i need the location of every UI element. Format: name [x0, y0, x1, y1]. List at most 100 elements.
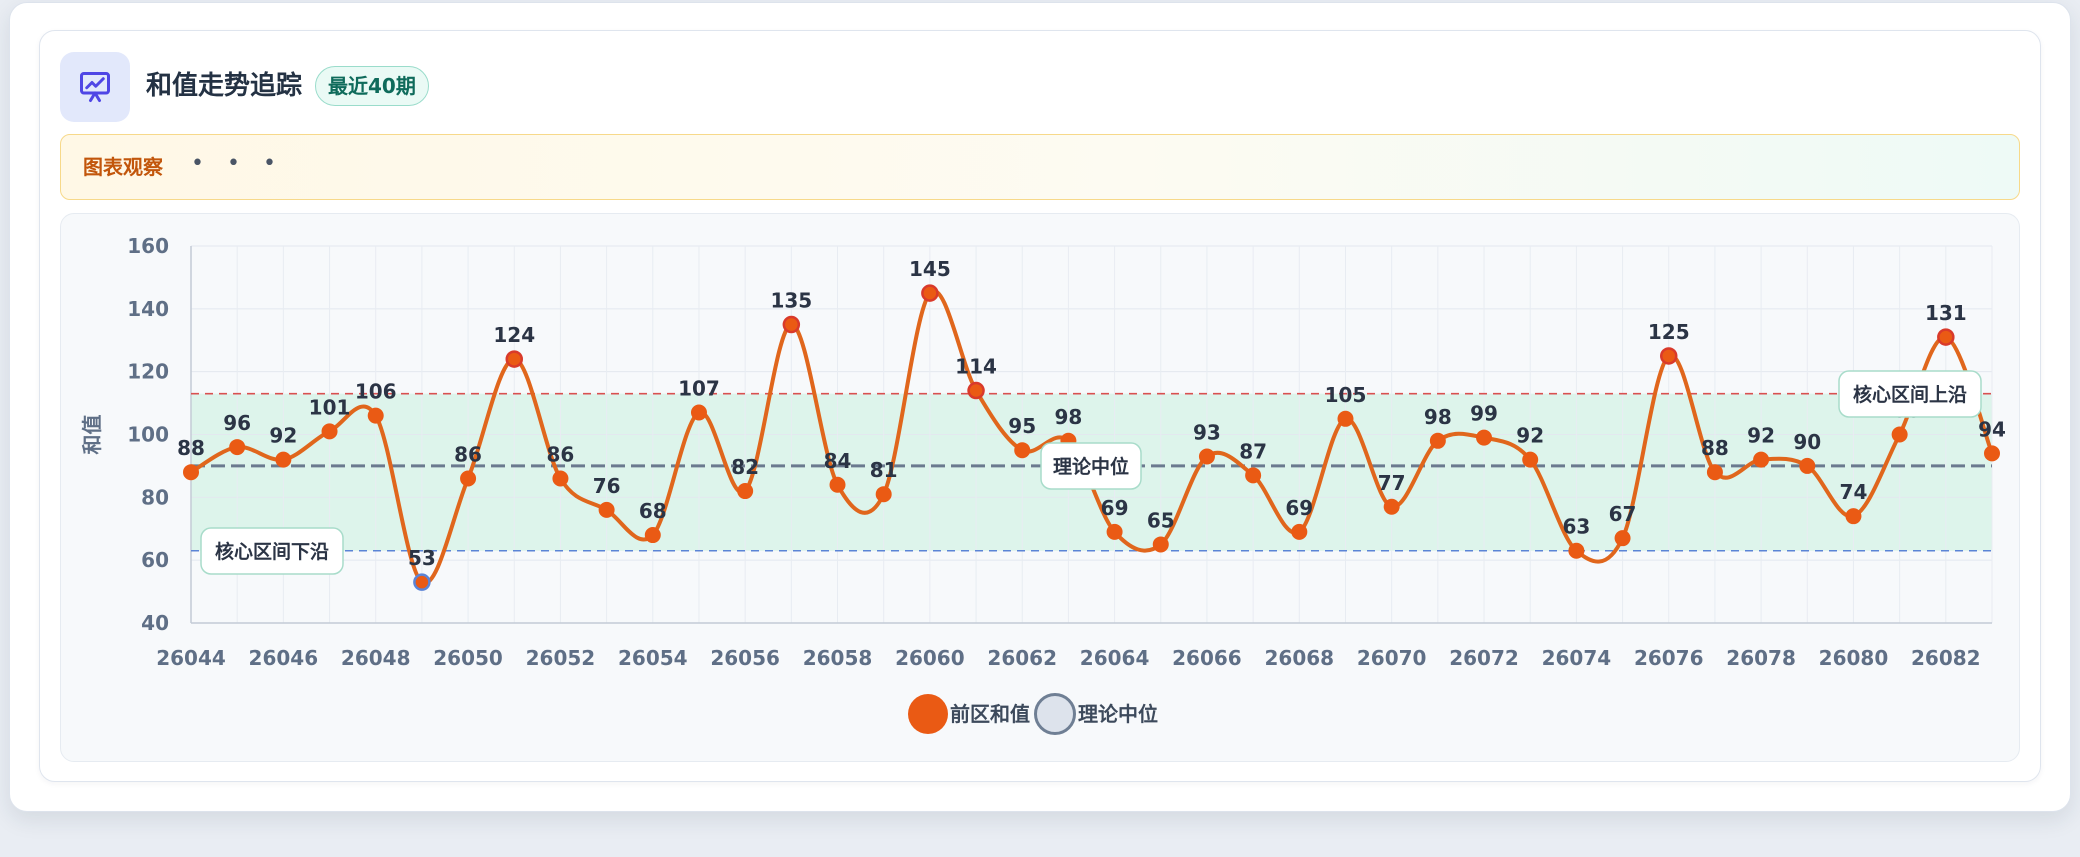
presentation-chart-icon — [60, 52, 130, 122]
x-tick-label: 26044 — [156, 646, 226, 670]
data-label: 92 — [269, 424, 297, 448]
data-label: 69 — [1285, 496, 1313, 520]
median-callout-box — [1040, 442, 1142, 490]
x-tick-label: 26056 — [710, 646, 780, 670]
data-point[interactable] — [1799, 457, 1816, 474]
data-point[interactable] — [1383, 498, 1400, 515]
data-label: 124 — [493, 323, 535, 347]
data-label: 106 — [355, 380, 397, 404]
data-point[interactable] — [1753, 451, 1770, 468]
data-point[interactable] — [875, 486, 892, 503]
data-point[interactable] — [505, 350, 524, 368]
data-label: 84 — [824, 449, 852, 473]
observation-more-button[interactable]: • • • — [191, 151, 284, 176]
data-point[interactable] — [321, 423, 338, 440]
data-label: 68 — [639, 499, 667, 523]
lower-bound-callout-text: 核心区间下沿 — [215, 540, 329, 563]
data-point[interactable] — [552, 470, 569, 487]
x-tick-label: 26054 — [618, 646, 688, 670]
data-label: 74 — [1840, 480, 1868, 504]
data-label: 82 — [731, 455, 759, 479]
data-label: 93 — [1193, 420, 1221, 444]
data-point[interactable] — [1198, 448, 1215, 465]
data-point[interactable] — [1891, 426, 1908, 443]
x-tick-label: 26058 — [803, 646, 873, 670]
data-point[interactable] — [1614, 530, 1631, 547]
y-tick-label: 120 — [127, 360, 169, 384]
data-point[interactable] — [644, 527, 661, 544]
data-point[interactable] — [1106, 523, 1123, 540]
y-tick-label: 80 — [141, 485, 169, 509]
data-label: 135 — [770, 289, 812, 313]
upper-bound-callout-box — [1838, 370, 1982, 418]
x-tick-label: 26062 — [987, 646, 1057, 670]
data-point[interactable] — [183, 464, 199, 481]
data-point[interactable] — [1522, 451, 1539, 468]
data-point[interactable] — [690, 404, 707, 421]
data-label: 67 — [1609, 502, 1637, 526]
legend-item-median[interactable]: 理论中位 — [1034, 693, 1158, 735]
period-badge: 最近40期 — [315, 66, 429, 106]
data-point[interactable] — [967, 381, 985, 400]
data-point[interactable] — [413, 573, 431, 591]
data-point[interactable] — [460, 470, 477, 487]
data-label: 88 — [177, 436, 205, 460]
data-label: 92 — [1516, 424, 1544, 448]
data-point[interactable] — [1937, 328, 1955, 346]
x-tick-label: 26048 — [341, 646, 411, 670]
data-label: 65 — [1147, 508, 1175, 532]
data-point[interactable] — [921, 284, 939, 302]
data-point[interactable] — [1706, 464, 1723, 481]
data-point[interactable] — [1245, 467, 1262, 484]
data-label: 95 — [1008, 414, 1036, 438]
x-tick-label: 26074 — [1542, 646, 1612, 670]
data-point[interactable] — [1984, 445, 2000, 462]
x-tick-label: 26068 — [1265, 646, 1335, 670]
x-tick-label: 26046 — [249, 646, 319, 670]
data-label: 125 — [1648, 320, 1690, 344]
data-label: 96 — [223, 411, 251, 435]
data-point[interactable] — [737, 483, 754, 500]
data-label: 86 — [454, 442, 482, 466]
data-label: 81 — [870, 458, 898, 482]
y-tick-label: 60 — [141, 548, 169, 572]
data-label: 76 — [593, 474, 621, 498]
data-point[interactable] — [1429, 432, 1446, 449]
legend-item-sum[interactable]: 前区和值 — [908, 694, 1030, 734]
y-axis-title: 和值 — [80, 415, 104, 455]
data-point[interactable] — [829, 476, 846, 493]
data-label: 92 — [1747, 424, 1775, 448]
data-label: 131 — [1925, 301, 1967, 325]
data-point[interactable] — [367, 407, 384, 424]
data-point[interactable] — [1659, 347, 1678, 365]
data-label: 107 — [678, 377, 720, 401]
data-point[interactable] — [1476, 429, 1493, 446]
x-tick-label: 26072 — [1449, 646, 1519, 670]
y-tick-label: 140 — [127, 297, 169, 321]
x-tick-label: 26070 — [1357, 646, 1427, 670]
data-point[interactable] — [229, 439, 246, 456]
data-label: 101 — [309, 395, 351, 419]
data-point[interactable] — [1014, 442, 1031, 459]
data-point[interactable] — [275, 451, 292, 468]
data-point[interactable] — [598, 501, 615, 518]
data-label: 53 — [408, 546, 436, 570]
data-point[interactable] — [1291, 523, 1308, 540]
data-point[interactable] — [1845, 508, 1862, 525]
data-point[interactable] — [782, 315, 801, 334]
x-tick-label: 26078 — [1726, 646, 1796, 670]
data-label: 88 — [1701, 436, 1729, 460]
data-point[interactable] — [1337, 410, 1354, 427]
x-tick-label: 26064 — [1080, 646, 1150, 670]
x-tick-label: 26076 — [1634, 646, 1704, 670]
data-point[interactable] — [1568, 542, 1585, 559]
data-label: 99 — [1470, 402, 1498, 426]
legend-label-median: 理论中位 — [1078, 702, 1158, 726]
data-label: 145 — [909, 257, 951, 281]
x-tick-label: 26052 — [526, 646, 596, 670]
data-point[interactable] — [1152, 536, 1169, 553]
observation-banner: 图表观察 • • • — [60, 134, 2020, 200]
legend: 前区和值 理论中位 — [908, 692, 1158, 736]
x-tick-label: 26082 — [1911, 646, 1981, 670]
